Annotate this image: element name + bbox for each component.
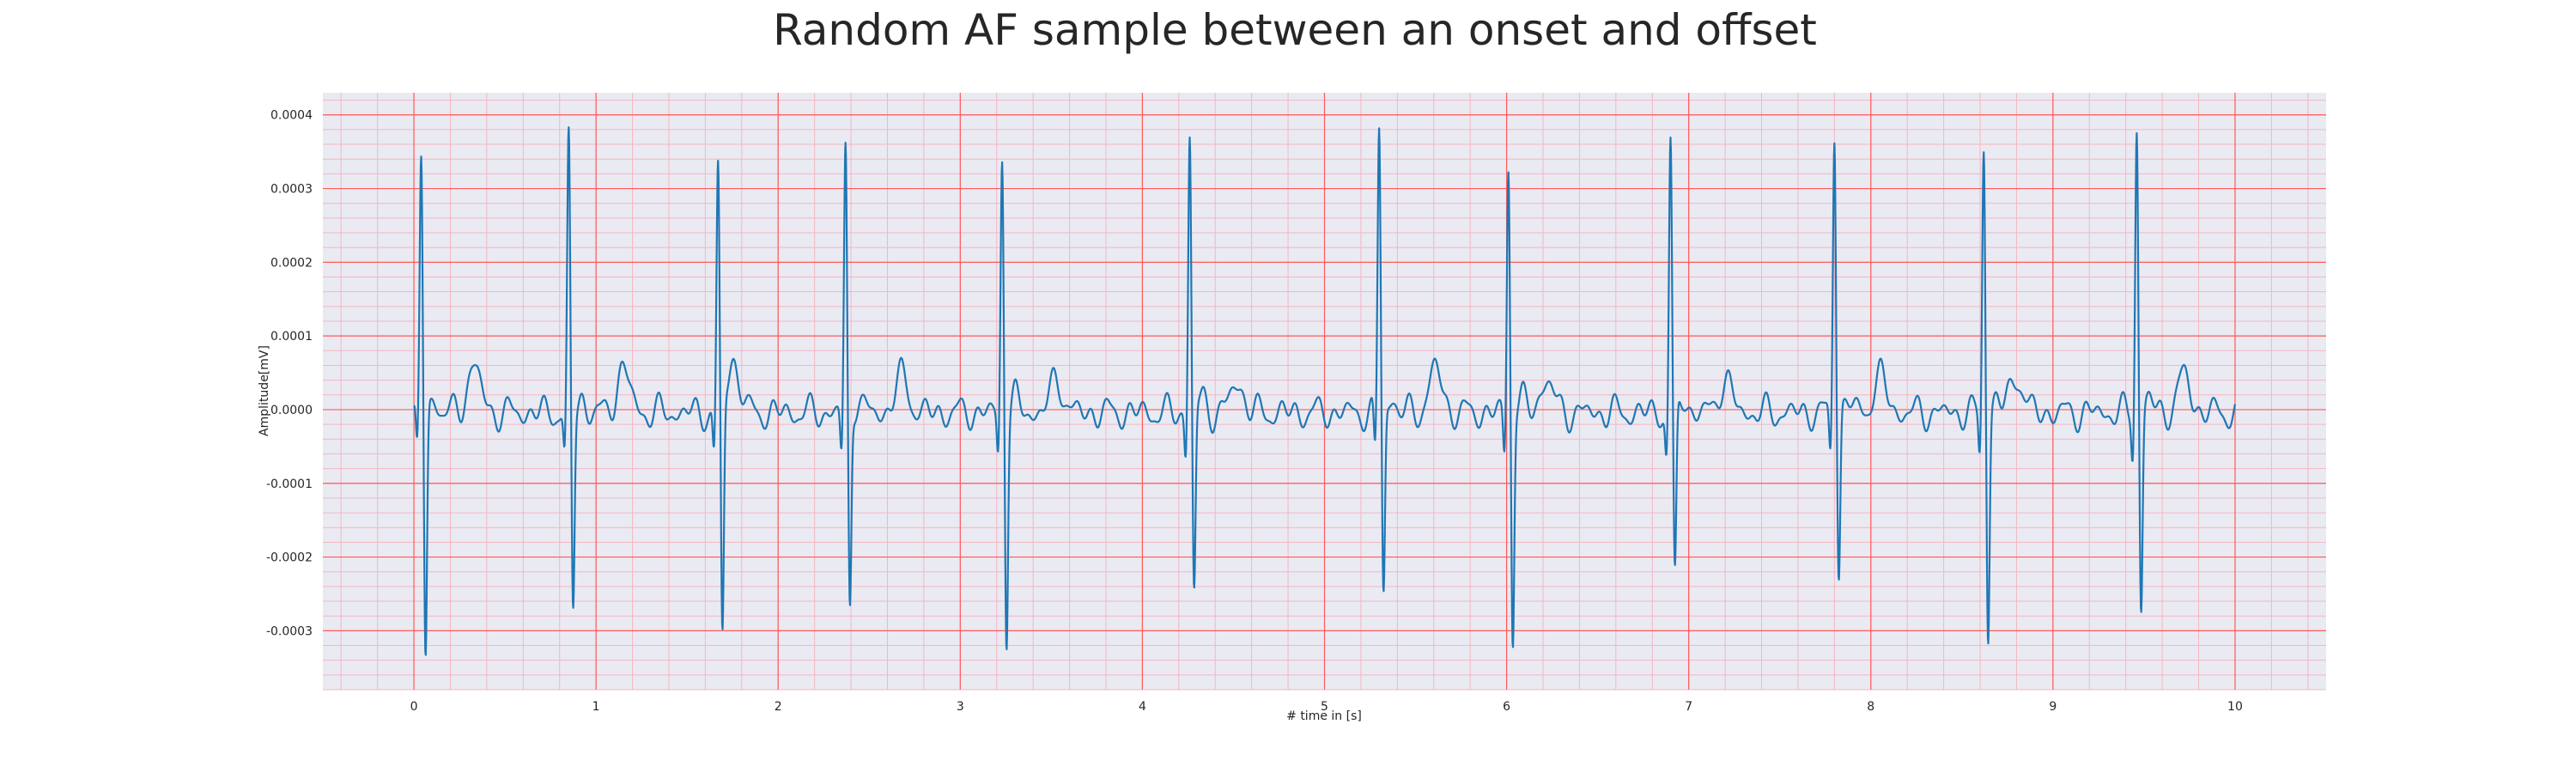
chart-title: Random AF sample between an onset and of… — [773, 5, 1817, 55]
x-tick-label: 9 — [2049, 700, 2057, 714]
y-axis-ticks: -0.0003 -0.0002 -0.0001 0.0000 0.0001 0.0002 0… — [266, 109, 313, 639]
y-tick-label: 0.0000 — [270, 404, 313, 417]
x-tick-label: 8 — [1867, 700, 1874, 714]
plot-area — [323, 93, 2326, 691]
ecg-line — [413, 126, 2237, 656]
y-axis-label: Amplitude[mV] — [258, 345, 271, 436]
y-tick-label: -0.0003 — [266, 624, 313, 638]
major-grid — [323, 93, 2326, 690]
x-tick-label: 3 — [957, 700, 964, 714]
y-tick-label: 0.0003 — [270, 183, 313, 197]
y-tick-label: 0.0001 — [270, 330, 313, 344]
x-tick-label: 7 — [1685, 700, 1692, 714]
x-tick-label: 5 — [1321, 700, 1328, 714]
y-tick-label: 0.0004 — [270, 109, 313, 123]
x-axis-label: # time in [s] — [1286, 709, 1362, 723]
x-tick-label: 4 — [1139, 700, 1146, 714]
x-tick-label: 6 — [1503, 700, 1510, 714]
x-tick-label: 1 — [592, 700, 600, 714]
x-axis-ticks: 0 1 2 3 4 5 6 7 8 9 10 — [410, 700, 2243, 714]
y-tick-label: -0.0001 — [266, 478, 313, 491]
x-tick-label: 0 — [410, 700, 418, 714]
y-tick-label: 0.0002 — [270, 256, 313, 270]
x-tick-label: 2 — [775, 700, 782, 714]
y-tick-label: -0.0002 — [266, 551, 313, 565]
x-tick-label: 10 — [2227, 700, 2243, 714]
